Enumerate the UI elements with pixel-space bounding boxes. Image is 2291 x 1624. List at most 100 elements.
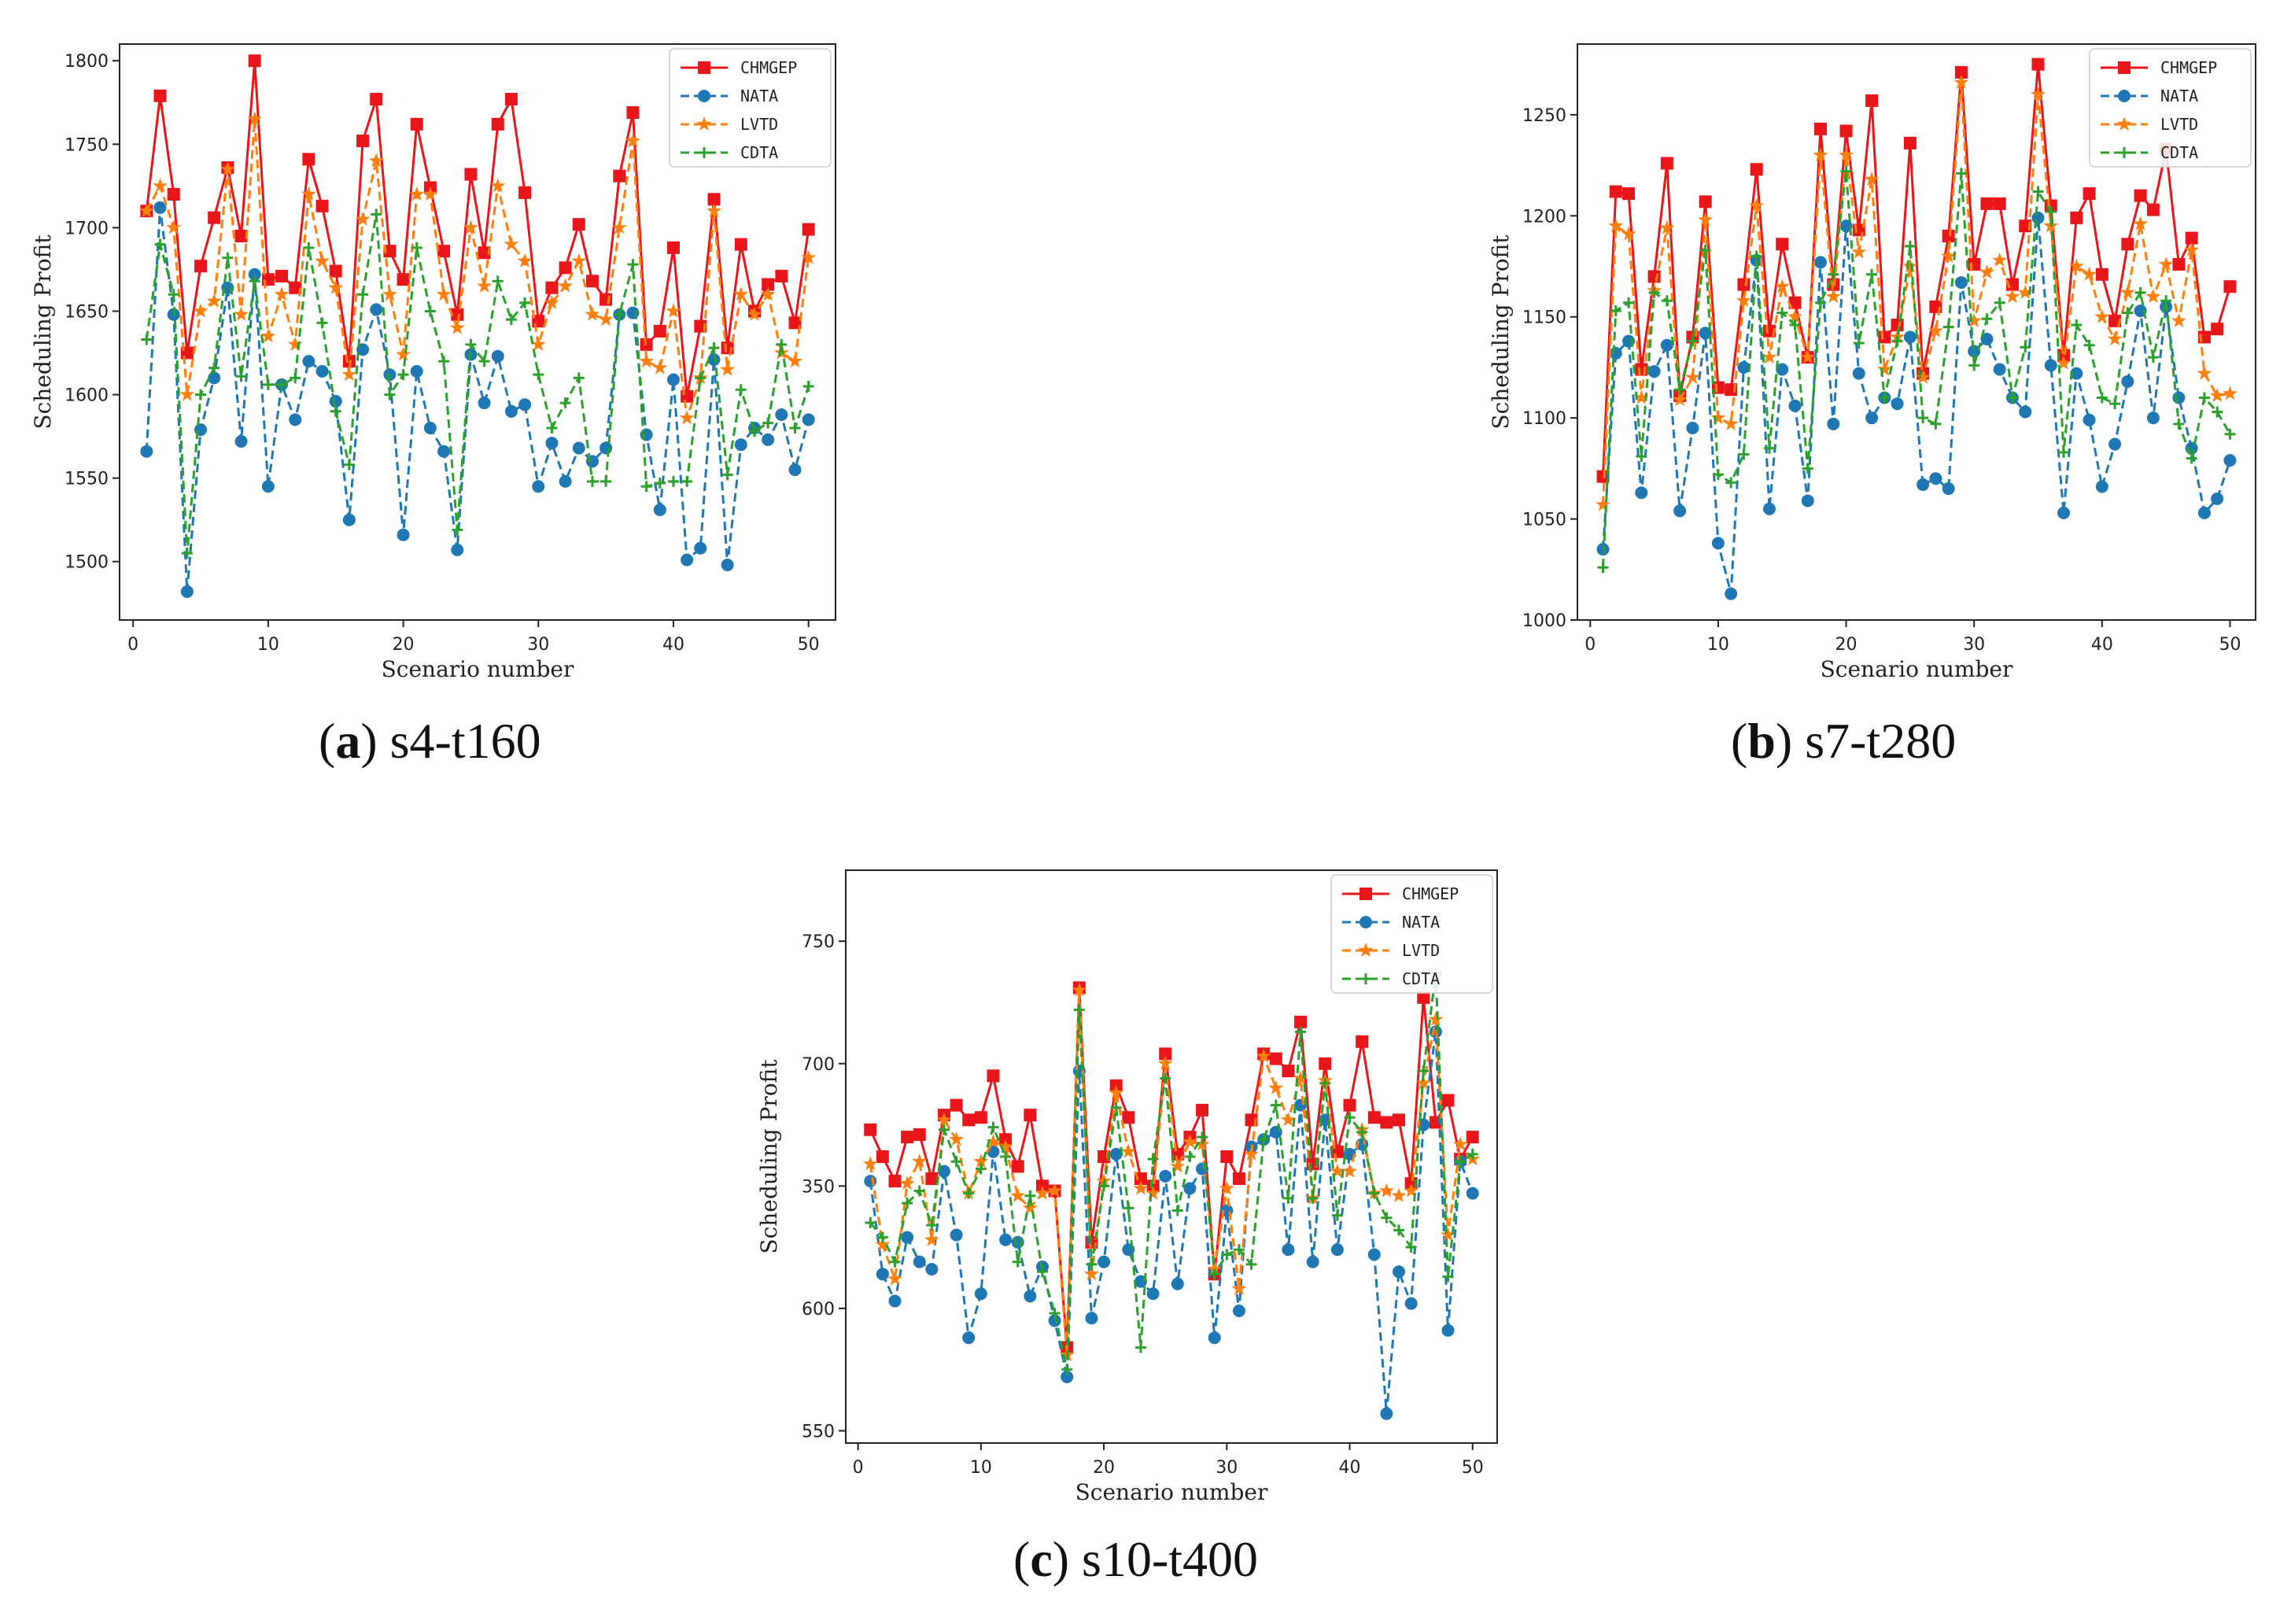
data-point [1231,1281,1247,1296]
data-point [1171,1205,1183,1216]
data-point [1196,1162,1209,1176]
legend-label: CHMGEP [2160,58,2217,77]
y-axis-label: Scheduling Profit [756,1059,782,1254]
data-point [1098,1180,1110,1192]
data-point [2173,418,2185,430]
x-tick-label: 40 [1339,1458,1361,1478]
caption-c: (c) s10-t400 [1013,1531,1259,1587]
data-point [1647,270,1661,283]
data-point [974,1287,987,1301]
data-point [1610,305,1621,317]
y-tick-label: 1800 [65,52,109,72]
data-point [1120,1143,1136,1158]
series-cdta [865,967,1478,1375]
data-point [222,252,234,264]
data-point [2197,365,2212,380]
data-point [801,249,817,264]
data-point [913,1185,925,1197]
data-point [2172,257,2186,271]
data-point [303,242,315,253]
data-point [559,261,572,275]
data-point [1233,1244,1245,1256]
data-point [706,203,721,218]
data-point [2019,405,2032,419]
data-point [762,433,775,446]
data-point [1393,1224,1405,1236]
legend-label: CHMGEP [1402,884,1459,903]
series-line [869,973,1474,1371]
data-point [1196,1103,1209,1116]
data-point [463,220,478,234]
data-point [1763,442,1775,454]
data-point [735,384,747,396]
data-point [1393,1265,1406,1279]
data-point [938,1124,950,1135]
data-point [775,269,788,282]
data-point [1840,165,1852,177]
data-point [1813,147,1828,162]
data-point [1442,1271,1454,1283]
data-point [1636,450,1647,462]
data-point [2197,506,2211,519]
legend-label: LVTD [740,115,778,134]
data-point [1331,1209,1343,1221]
data-point [409,186,425,201]
data-point [925,1263,939,1276]
legend-marker [696,116,712,131]
data-point [1282,1192,1294,1204]
data-point [1828,268,1839,280]
data-point [613,169,626,183]
data-point [887,1271,902,1286]
data-point [708,342,720,354]
data-point [1417,991,1430,1004]
data-point [776,338,788,350]
data-point [1428,1011,1444,1026]
data-point [2108,437,2122,451]
data-point [138,203,154,218]
data-point [2224,428,2236,440]
data-point [1904,240,1916,252]
data-point [639,353,655,368]
data-point [1319,1077,1331,1089]
data-point [998,1139,1013,1153]
data-point [1330,1243,1344,1257]
data-point [611,220,627,234]
data-point [1980,197,1994,210]
data-point [1699,327,1712,340]
data-point [694,541,707,555]
y-tick-label: 750 [802,932,835,952]
data-point [1182,1134,1197,1149]
data-point [438,356,450,367]
legend-marker [699,147,710,158]
data-point [1902,258,1918,273]
data-point [504,93,518,106]
data-point [1232,1172,1245,1185]
data-point [1343,1098,1356,1112]
data-point [249,275,260,287]
data-point [2122,307,2134,319]
data-point [1647,365,1661,378]
x-tick-label: 0 [853,1458,864,1478]
data-point [902,1198,913,1209]
data-point [987,1069,1000,1083]
data-point [875,1237,891,1252]
series-cdta [141,209,814,559]
data-point [681,553,694,567]
data-point [382,286,397,301]
data-point [371,209,382,220]
data-point [695,372,706,384]
data-point [1356,1126,1368,1138]
legend-label: NATA [740,87,778,105]
data-point [888,1175,902,1188]
data-point [1712,469,1724,481]
data-point [1774,279,1790,293]
data-point [679,410,695,425]
data-point [1307,1192,1319,1204]
data-point [2031,87,2046,102]
chart-a: 0 10 20 30 40 50 1500 1550 1600 1650 1700 1750 1800 S… [30,43,836,682]
data-point [2070,367,2083,380]
series-line [869,990,1474,1356]
data-point [1282,1065,1295,1078]
data-point [1992,252,2008,267]
data-point [652,360,668,375]
